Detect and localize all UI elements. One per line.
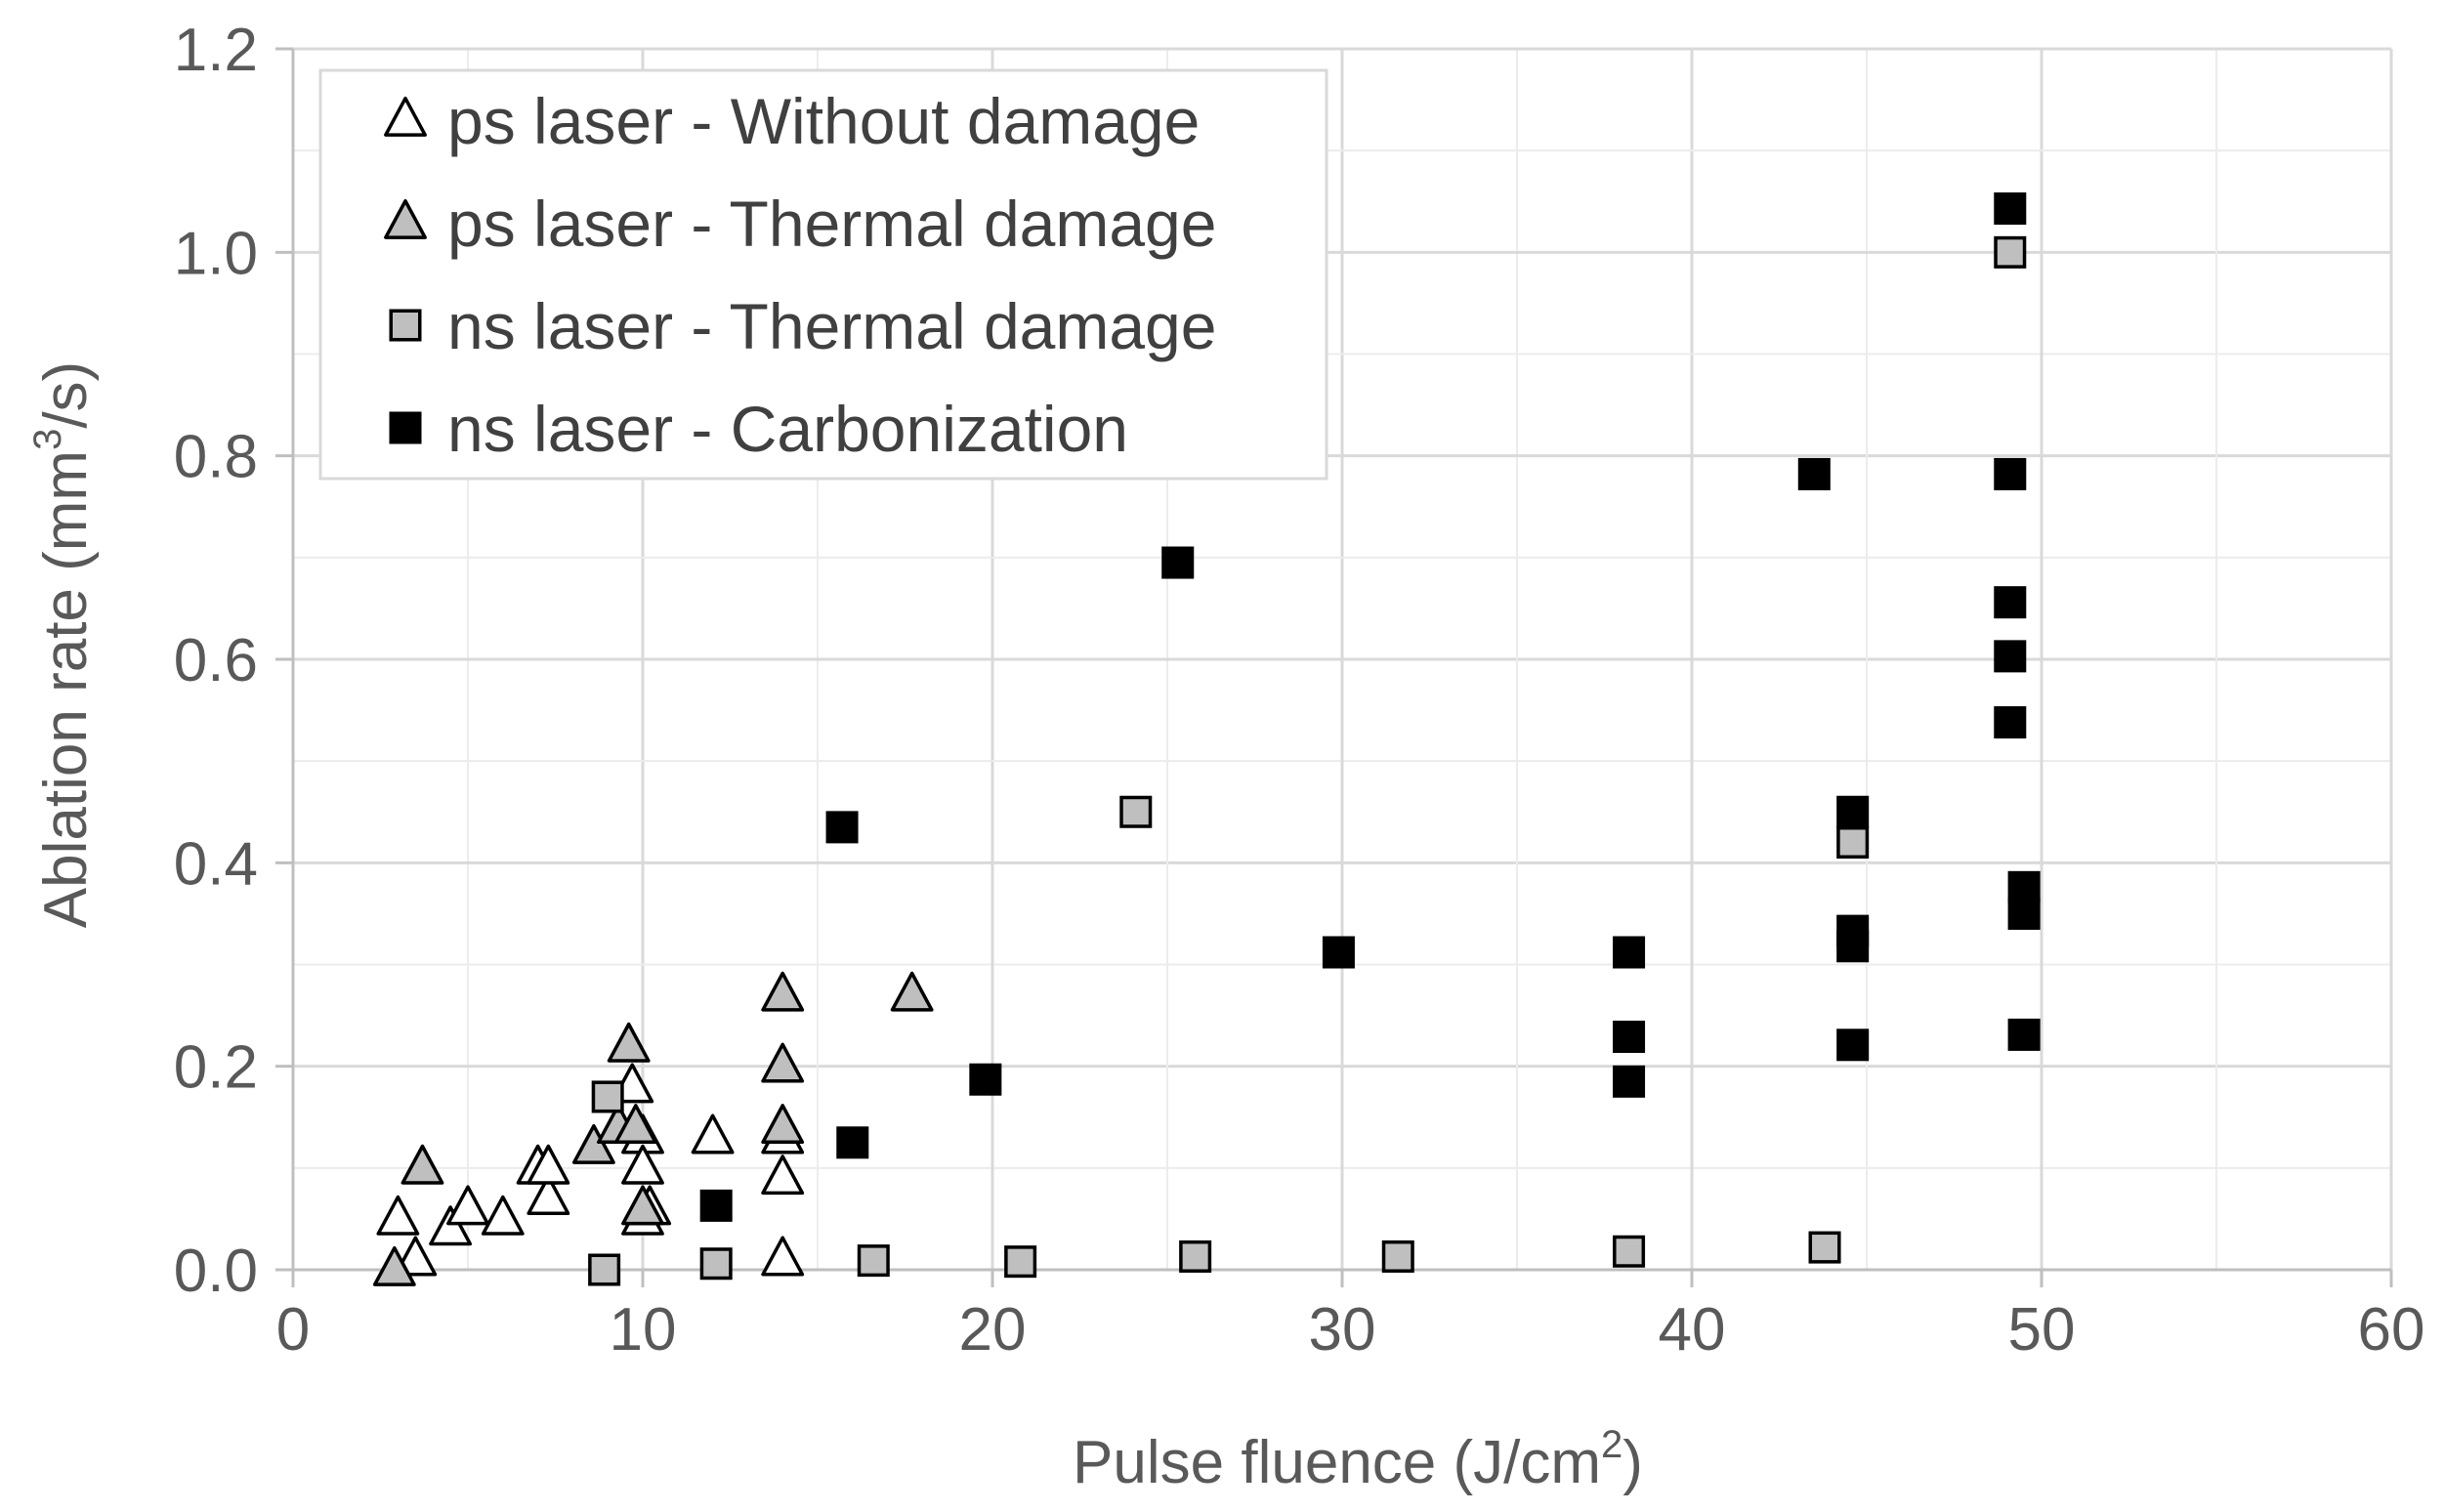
- data-point: [1613, 1065, 1646, 1098]
- series-4: [699, 192, 2041, 1222]
- data-point: [372, 1245, 416, 1286]
- data-point: [691, 1113, 735, 1155]
- data-point: [1994, 640, 2027, 673]
- x-tick-label: 20: [959, 1296, 1027, 1364]
- x-axis-title-sup: 2: [1601, 1423, 1622, 1466]
- legend-label: ns laser - Carbonization: [447, 393, 1128, 465]
- data-point: [969, 1063, 1002, 1096]
- legend-entry: ns laser - Thermal damage: [389, 290, 1216, 362]
- data-point: [1179, 1239, 1212, 1273]
- data-point: [1994, 235, 2027, 269]
- data-point: [1994, 586, 2027, 619]
- data-point: [761, 1236, 805, 1277]
- y-tick-label: 1.0: [174, 220, 258, 287]
- data-point: [527, 1175, 570, 1215]
- data-point: [591, 1080, 624, 1113]
- data-point: [1797, 457, 1831, 490]
- data-point: [1119, 795, 1153, 828]
- data-point: [621, 1185, 664, 1226]
- x-axis-title-end: ): [1622, 1429, 1643, 1496]
- series-2: [372, 971, 934, 1286]
- legend-marker: [389, 411, 422, 444]
- data-point: [825, 811, 859, 844]
- data-point: [1613, 936, 1646, 969]
- axes: [275, 47, 2393, 1287]
- data-point: [2007, 870, 2041, 903]
- legend-entry: ps laser - Without damage: [384, 85, 1200, 157]
- data-point: [1613, 1020, 1646, 1053]
- data-point: [1004, 1245, 1037, 1279]
- data-point: [699, 1247, 733, 1281]
- y-axis-title: Ablation rate (mm3/s): [26, 361, 100, 928]
- data-point: [1836, 930, 1870, 963]
- legend-marker: [389, 309, 422, 342]
- data-point: [1836, 825, 1870, 860]
- data-point: [1613, 1235, 1646, 1268]
- y-axis-title-end: /s): [32, 361, 100, 429]
- legend-label: ps laser - Without damage: [447, 85, 1200, 157]
- data-point: [571, 1123, 615, 1164]
- legend-label: ps laser - Thermal damage: [447, 188, 1216, 260]
- grid-lines: [293, 47, 2393, 1270]
- data-point: [1161, 546, 1195, 579]
- data-point: [890, 971, 934, 1012]
- data-point: [429, 1205, 473, 1246]
- data-point: [588, 1253, 621, 1286]
- x-tick-label: 60: [2358, 1296, 2425, 1364]
- y-axis-tick-labels: 0.0 0.2 0.4 0.6 0.8 1.0 1.2: [174, 17, 258, 1305]
- data-point: [699, 1189, 733, 1222]
- data-point: [1322, 936, 1355, 969]
- x-tick-label: 50: [2008, 1296, 2076, 1364]
- series-3: [588, 235, 2027, 1286]
- legend-entry: ns laser - Carbonization: [389, 393, 1128, 465]
- y-tick-label: 0.4: [174, 830, 258, 898]
- x-tick-label: 40: [1659, 1296, 1726, 1364]
- legend-label: ns laser - Thermal damage: [447, 290, 1216, 362]
- data-point: [761, 1155, 805, 1196]
- x-tick-label: 0: [276, 1296, 310, 1364]
- x-axis-title: Pulse fluence (J/cm2): [1073, 1423, 1643, 1496]
- data-point: [376, 1195, 420, 1236]
- legend: ps laser - Without damage ps laser - Ther…: [318, 68, 1328, 481]
- y-tick-label: 1.2: [174, 17, 258, 84]
- series-1: [376, 1063, 805, 1277]
- y-tick-label: 0.6: [174, 627, 258, 694]
- data-point: [857, 1244, 890, 1278]
- y-tick-label: 0.2: [174, 1034, 258, 1102]
- x-axis-title-main: Pulse fluence (J/cm: [1073, 1429, 1601, 1496]
- data-point: [1381, 1239, 1414, 1273]
- data-point: [400, 1144, 444, 1185]
- x-axis-tick-labels: 0 10 20 30 40 50 60: [276, 1296, 2425, 1364]
- data-point: [613, 1104, 657, 1145]
- x-tick-label: 10: [610, 1296, 677, 1364]
- data-points: [372, 192, 2041, 1286]
- data-point: [1994, 457, 2027, 490]
- y-axis-title-sup: 3: [26, 429, 69, 450]
- legend-entry: ps laser - Thermal damage: [384, 188, 1216, 260]
- y-tick-label: 0.0: [174, 1238, 258, 1305]
- data-point: [621, 1144, 664, 1185]
- data-point: [761, 1104, 805, 1145]
- legend-marker: [384, 198, 427, 239]
- y-axis-title-main: Ablation rate (mm: [32, 450, 100, 928]
- data-point: [761, 1042, 805, 1083]
- legend-box: [318, 68, 1328, 481]
- data-point: [836, 1126, 869, 1159]
- data-point: [481, 1195, 525, 1236]
- data-point: [761, 971, 805, 1012]
- data-point: [527, 1144, 570, 1185]
- data-point: [1836, 1029, 1870, 1062]
- data-point: [1994, 706, 2027, 739]
- data-point: [607, 1022, 651, 1063]
- data-point: [2007, 897, 2041, 930]
- data-point: [1836, 795, 1870, 828]
- data-point: [1808, 1231, 1841, 1264]
- data-point: [2007, 1018, 2041, 1051]
- data-point: [1994, 192, 2027, 226]
- legend-marker: [384, 96, 427, 137]
- data-point: [446, 1185, 489, 1226]
- x-tick-label: 30: [1309, 1296, 1376, 1364]
- y-tick-label: 0.8: [174, 424, 258, 491]
